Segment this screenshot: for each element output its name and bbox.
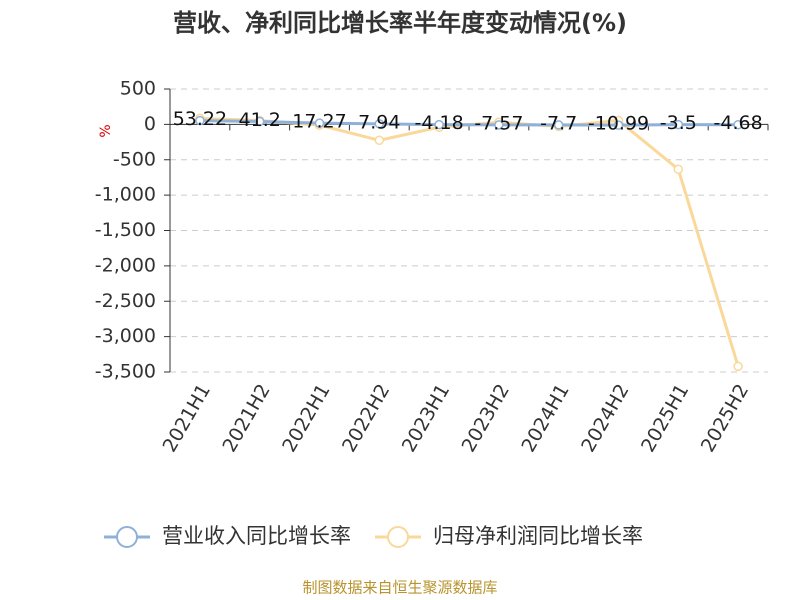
data-label: -7.57: [474, 112, 523, 134]
y-tick-label: 0: [144, 113, 156, 135]
chart-title: 营收、净利同比增长率半年度变动情况(%): [173, 9, 627, 37]
point: [733, 119, 743, 130]
data-label: 53.22: [173, 108, 227, 130]
point: [553, 120, 564, 130]
legend-label: 归母净利润同比增长率: [433, 524, 643, 548]
point: [254, 116, 265, 127]
y-tick-label: -2,500: [95, 290, 156, 312]
y-tick-label: -500: [113, 148, 156, 170]
point: [374, 135, 385, 146]
point: [434, 119, 444, 130]
point: [733, 361, 743, 372]
data-label: 17.27: [292, 111, 346, 133]
x-tick-label: 2024H1: [517, 380, 573, 456]
x-tick-label: 2023H2: [458, 380, 514, 456]
legend-marker: [387, 526, 409, 548]
point: [314, 118, 325, 128]
series-line: [199, 119, 739, 127]
y-tick-label: -2,000: [95, 254, 156, 276]
y-tick-label: -1,000: [95, 184, 156, 206]
data-label: 7.94: [358, 111, 400, 133]
y-tick-label: -3,500: [95, 361, 156, 383]
data-label: -3.5: [660, 112, 697, 134]
x-tick-label: 2021H2: [218, 380, 274, 456]
x-tick-label: 2024H2: [577, 380, 633, 456]
y-axis-label: %: [98, 124, 114, 137]
data-label: -4.18: [415, 112, 464, 134]
data-label: 41.2: [239, 109, 281, 131]
source-note: 制图数据来自恒生聚源数据库: [302, 579, 497, 597]
y-tick-label: 500: [120, 78, 156, 100]
x-tick-label: 2022H2: [338, 380, 394, 456]
data-label: -7.7: [540, 112, 577, 134]
x-tick-label: 2025H2: [697, 380, 753, 456]
y-tick-label: -3,000: [95, 325, 156, 347]
point: [195, 115, 205, 126]
point: [673, 119, 684, 130]
x-tick-label: 2025H1: [637, 380, 693, 456]
point: [613, 120, 624, 130]
x-tick-label: 2022H1: [278, 380, 334, 456]
point: [494, 120, 504, 130]
x-tick-label: 2021H1: [159, 380, 215, 456]
data-label: -4.68: [714, 112, 763, 134]
point: [673, 164, 684, 175]
y-tick-label: -1,500: [95, 219, 156, 241]
legend-marker: [116, 526, 138, 548]
series-line: [199, 116, 740, 367]
x-tick-label: 2023H1: [398, 380, 454, 456]
data-label: -10.99: [588, 113, 649, 135]
point: [374, 119, 385, 129]
legend-label: 营业收入同比增长率: [162, 524, 351, 548]
